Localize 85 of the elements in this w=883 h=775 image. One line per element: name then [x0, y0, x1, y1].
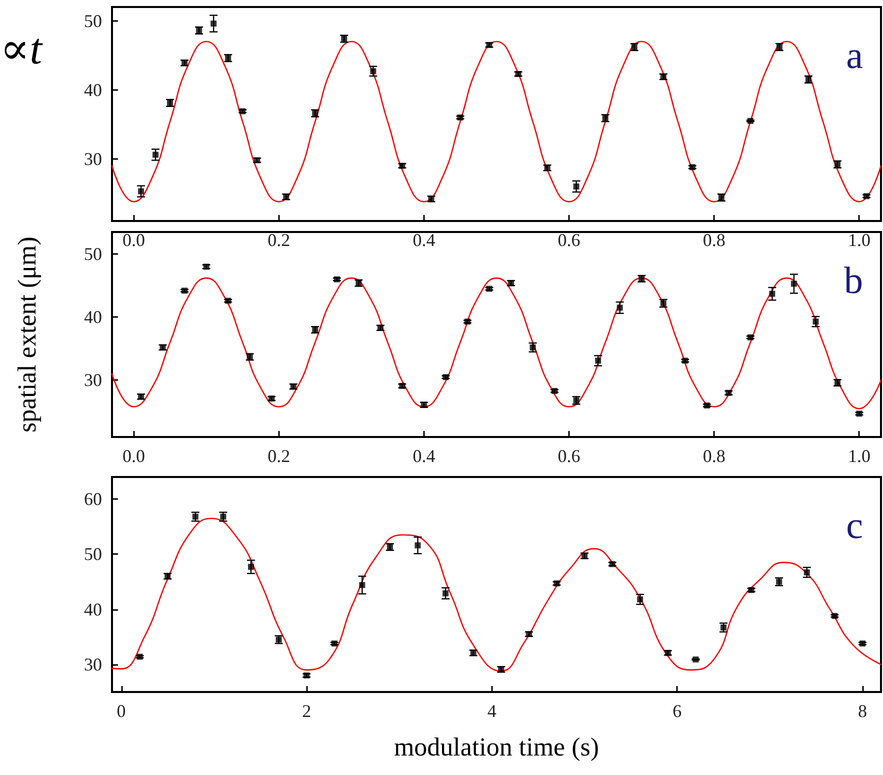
point [182, 288, 188, 294]
y-tick-label: 40 [84, 307, 102, 328]
point [442, 590, 449, 596]
point [616, 304, 623, 311]
text: ∝t [0, 24, 44, 74]
point [167, 100, 174, 106]
point [805, 76, 812, 82]
point [573, 183, 580, 190]
point [386, 544, 393, 550]
point [225, 298, 232, 304]
point [138, 188, 144, 194]
point [225, 55, 232, 62]
point [334, 276, 340, 282]
point [834, 380, 840, 386]
y-tick-label: 60 [84, 489, 102, 510]
x-tick-label: 0.0 [122, 230, 146, 250]
line-series [111, 40, 882, 202]
point [638, 276, 645, 282]
point [776, 44, 782, 50]
x-tick-label: 1.0 [848, 446, 870, 466]
y-tick-label: 50 [84, 10, 102, 31]
point [240, 108, 246, 114]
point [859, 640, 866, 646]
x-tick-label: 0.6 [558, 230, 580, 250]
y-tick-label: 30 [84, 654, 102, 674]
point [664, 650, 671, 656]
point [747, 118, 754, 124]
line-series [111, 518, 882, 672]
point [812, 318, 819, 325]
point [359, 582, 366, 588]
x-tick-label: 0.4 [412, 230, 436, 250]
x-tick-label: 0.2 [268, 446, 290, 466]
y-tick-label: 50 [84, 244, 102, 264]
x-tick-label: 1.0 [848, 230, 870, 250]
point [254, 157, 260, 164]
point [442, 374, 449, 380]
x-tick-label: 8 [858, 701, 867, 721]
point [192, 514, 198, 520]
y-tick-label: 40 [84, 80, 102, 100]
point [331, 640, 338, 646]
x-tick-label: 4 [487, 701, 496, 721]
x-tick-label: 0.2 [268, 230, 290, 250]
x-tick-label: 0 [116, 701, 126, 721]
point [552, 388, 558, 394]
y-tick-label: 30 [84, 148, 102, 169]
point [790, 280, 797, 287]
point [196, 27, 202, 34]
point [637, 596, 644, 602]
point [863, 193, 870, 200]
point [804, 569, 810, 576]
annotation: b [844, 260, 863, 302]
y-tick-label: 50 [84, 544, 102, 564]
point [769, 290, 776, 297]
x-tick-label: 0.4 [412, 446, 436, 466]
point [420, 402, 427, 408]
x-tick-label: 6 [672, 701, 682, 721]
point [152, 152, 159, 158]
point [856, 410, 862, 417]
point [530, 344, 536, 350]
point [720, 624, 726, 630]
point [414, 542, 421, 548]
point [747, 334, 754, 340]
y-tick-label: 40 [84, 599, 102, 620]
annotation: c [846, 505, 864, 547]
point [248, 564, 254, 570]
point [370, 68, 376, 74]
y-axis-title: spatial extent (μm) [12, 236, 42, 432]
x-axis-title: modulation time (s) [394, 732, 600, 762]
point [689, 164, 696, 170]
y-tick-label: 30 [84, 370, 102, 390]
point [304, 672, 310, 678]
point [692, 656, 699, 662]
point [834, 161, 840, 168]
x-tick-label: 2 [302, 701, 312, 721]
x-tick-label: 0.6 [558, 446, 580, 466]
point [776, 578, 782, 585]
point [210, 20, 217, 27]
x-tick-label: 0.8 [702, 446, 726, 466]
x-tick-label: 0.8 [702, 230, 726, 250]
x-tick-label: 0.0 [122, 446, 146, 466]
annotation: a [846, 35, 864, 77]
point [464, 318, 470, 325]
point [595, 358, 602, 364]
point [526, 631, 532, 638]
point [220, 514, 226, 520]
